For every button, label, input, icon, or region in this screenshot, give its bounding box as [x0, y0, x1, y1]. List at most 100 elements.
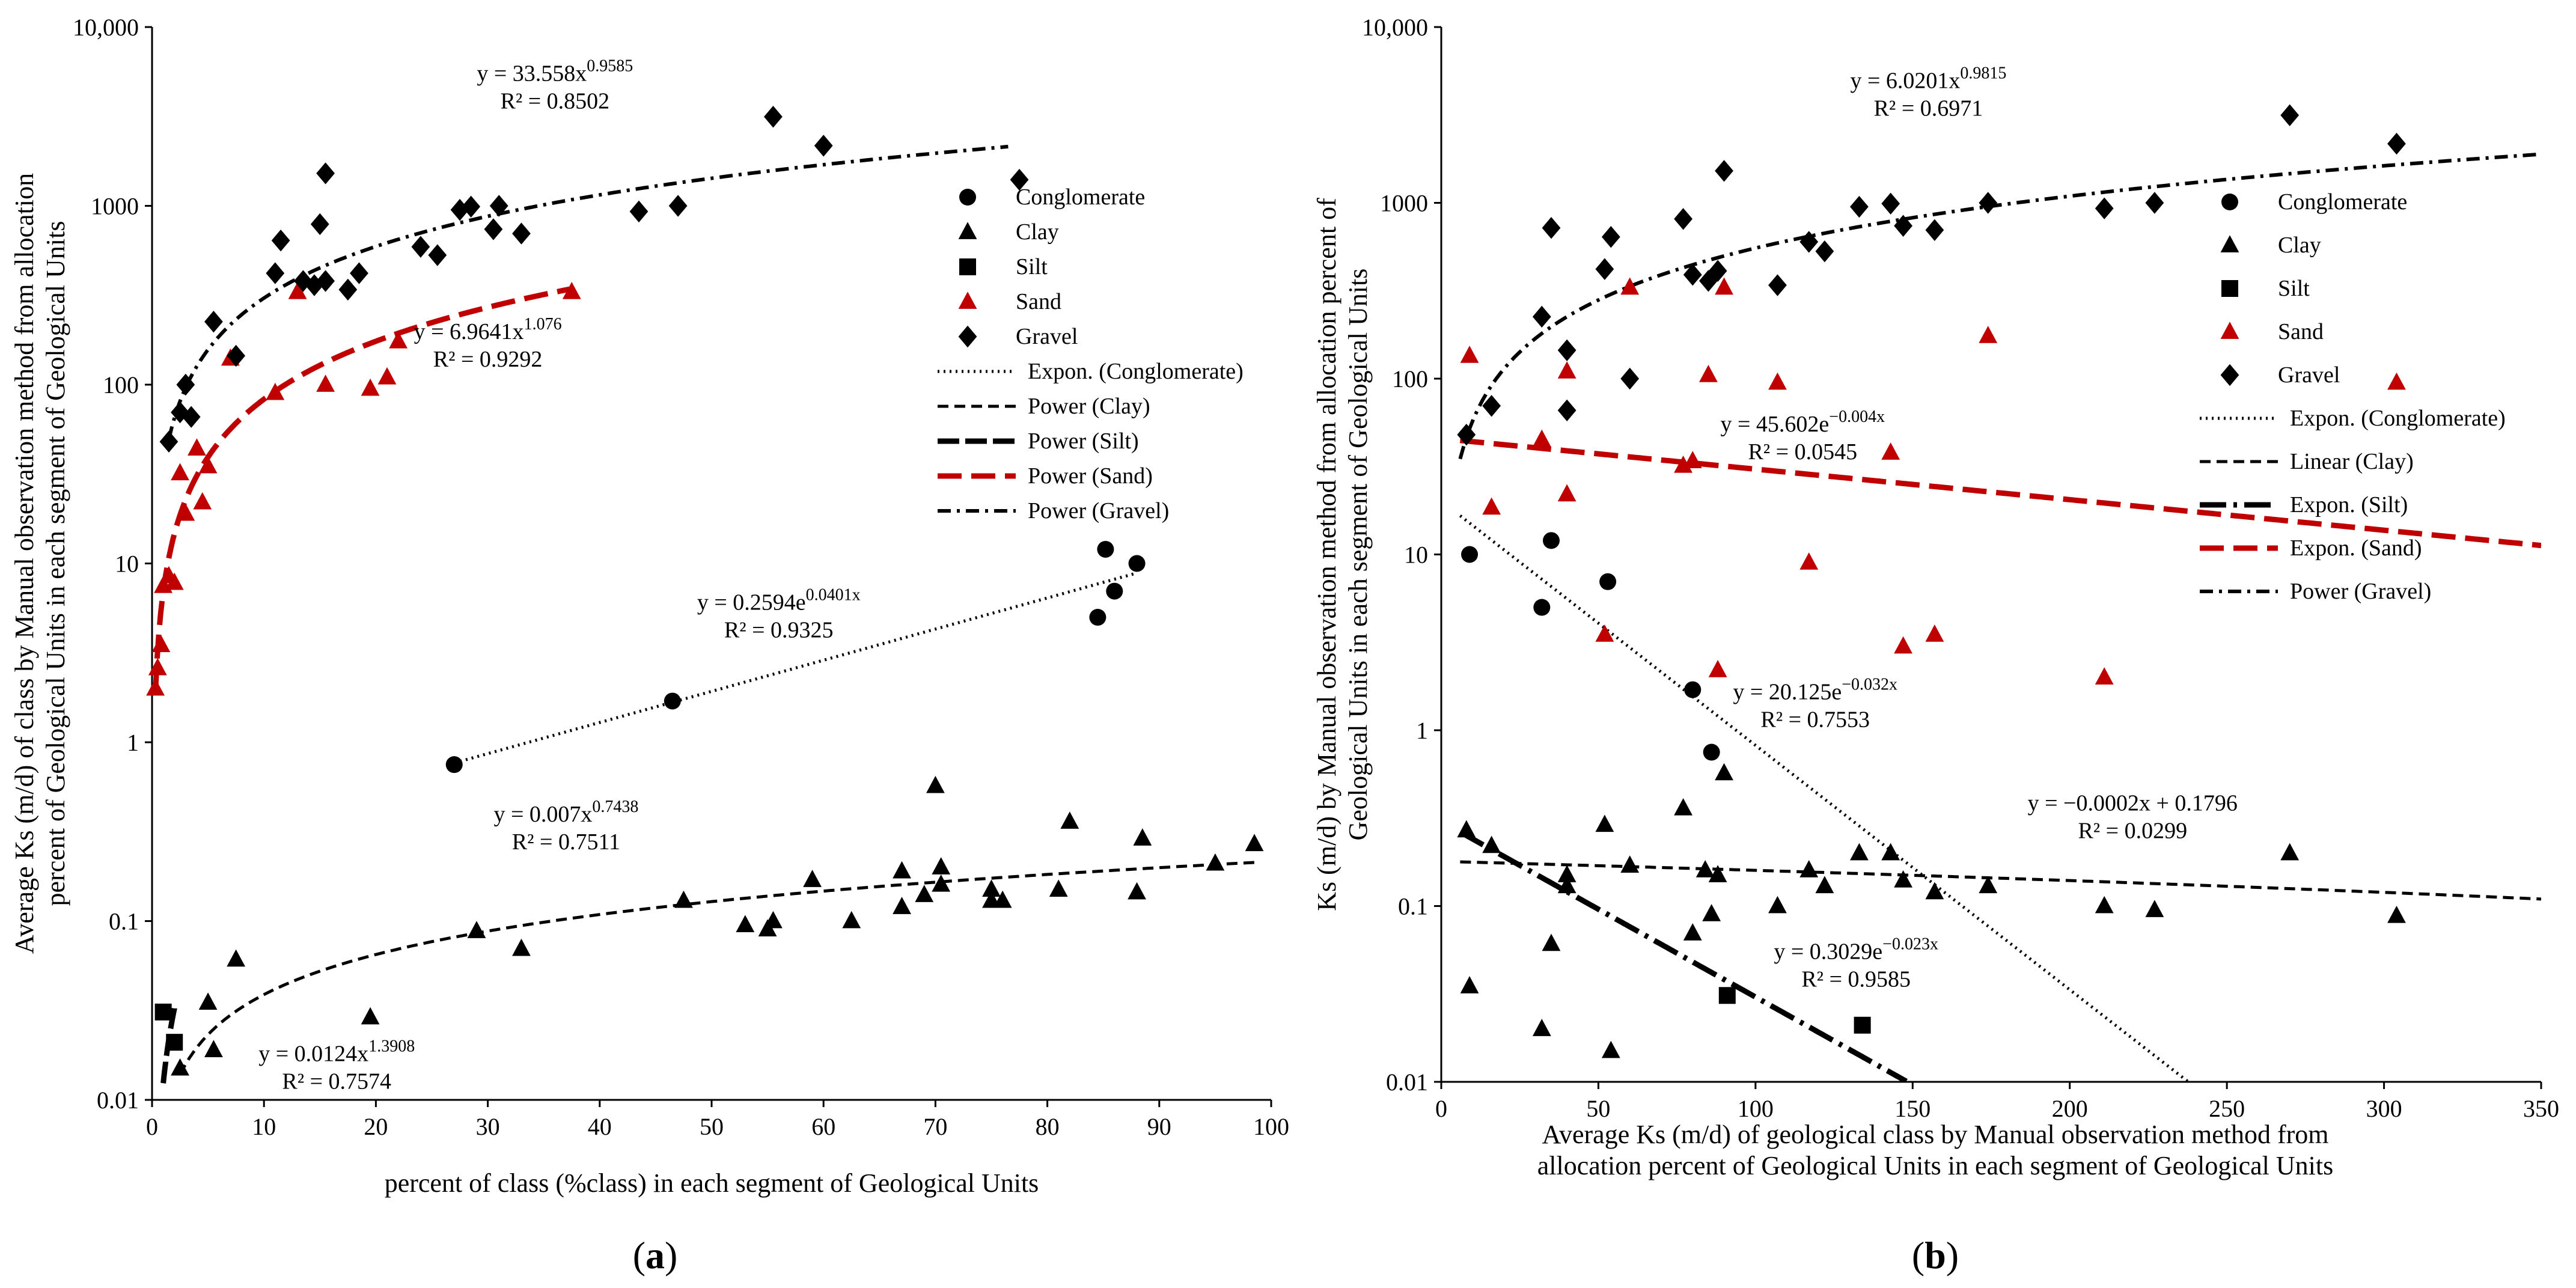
- legend-label: Expon. (Sand): [2290, 536, 2422, 561]
- equation-exponent: 0.0401x: [806, 586, 861, 605]
- r-squared: R² = 0.9585: [1801, 967, 1911, 992]
- point-gravel: [182, 406, 201, 428]
- point-clay: [198, 992, 218, 1010]
- x-axis-title: allocation percent of Geological Units i…: [1537, 1151, 2333, 1180]
- point-clay: [1708, 865, 1727, 882]
- trendline-expon-conglomerate: [1459, 514, 2191, 1082]
- x-axis-title: percent of class (%class) in each segmen…: [385, 1168, 1039, 1198]
- legend-label: Expon. (Silt): [2290, 492, 2408, 517]
- legend-marker: [2221, 280, 2238, 297]
- point-gravel: [1683, 263, 1702, 286]
- point-clay: [1695, 859, 1715, 877]
- trendline-power-gravel: [1458, 152, 2541, 460]
- legend-label: Clay: [2278, 233, 2321, 258]
- point-sand-red: [288, 281, 307, 299]
- point-sand-red: [2387, 372, 2406, 390]
- point-conglomerate: [1703, 743, 1720, 761]
- point-clay: [467, 921, 486, 938]
- point-clay: [2145, 900, 2164, 917]
- point-gravel: [668, 195, 688, 217]
- point-sand-red: [389, 331, 408, 349]
- point-conglomerate: [1089, 609, 1106, 626]
- r-squared: R² = 0.0299: [2078, 818, 2187, 843]
- point-gravel: [2280, 104, 2300, 126]
- point-gravel: [1601, 225, 1620, 248]
- point-gravel: [629, 200, 649, 223]
- equation-base: y = 6.9641x: [414, 319, 524, 344]
- point-clay: [1482, 835, 1501, 853]
- point-silt: [166, 1034, 183, 1051]
- trendline-expon-sand: [1459, 438, 2541, 549]
- point-clay: [1557, 876, 1576, 894]
- panel-label-paren: (: [1912, 1234, 1924, 1277]
- point-clay: [1128, 882, 1146, 900]
- y-tick-label: 10,000: [73, 14, 139, 41]
- y-axis-title: Geological Units in each segment of Geol…: [1343, 269, 1373, 841]
- point-gravel: [1881, 192, 1900, 215]
- point-conglomerate: [1106, 582, 1123, 600]
- legend-label: Gravel: [1016, 324, 1078, 349]
- point-clay: [764, 911, 783, 929]
- x-tick-label: 0: [1435, 1095, 1447, 1122]
- point-sand-red: [1768, 372, 1787, 390]
- point-sand-red: [146, 678, 165, 696]
- equation-exponent: −0.004x: [1829, 407, 1885, 426]
- point-sand-red: [2095, 667, 2114, 685]
- point-sand-red: [266, 382, 285, 400]
- point-sand-red: [1894, 636, 1912, 654]
- point-clay: [803, 870, 822, 887]
- point-clay: [1715, 763, 1733, 781]
- point-conglomerate: [1533, 599, 1551, 616]
- point-sand-red: [148, 658, 167, 676]
- equation-exponent: 1.076: [524, 315, 562, 334]
- point-sand-red: [1557, 361, 1576, 379]
- data-points: [146, 106, 1264, 1076]
- point-clay: [893, 861, 911, 879]
- legend-marker: [958, 325, 977, 348]
- legend-label: Power (Silt): [1028, 429, 1139, 454]
- legend-label: Conglomerate: [1016, 185, 1145, 210]
- point-gravel: [316, 162, 335, 185]
- x-tick-label: 50: [1586, 1095, 1610, 1122]
- legend-label: Silt: [1016, 254, 1048, 279]
- point-gravel: [176, 373, 195, 396]
- point-gravel: [1010, 168, 1029, 191]
- point-gravel: [1925, 219, 1944, 242]
- point-gravel: [1542, 217, 1561, 239]
- point-sand-red: [1460, 346, 1479, 363]
- point-conglomerate: [445, 756, 463, 774]
- legend-label: Power (Gravel): [2290, 579, 2431, 604]
- y-tick-label: 100: [1392, 365, 1428, 392]
- point-gravel: [1850, 195, 1869, 218]
- point-silt: [1854, 1016, 1871, 1034]
- point-clay: [1620, 855, 1640, 873]
- point-sand-red: [1532, 429, 1551, 447]
- legend-label: Power (Clay): [1028, 394, 1150, 419]
- point-clay: [1049, 879, 1068, 897]
- point-sand-red: [1881, 442, 1900, 460]
- point-sand-red: [151, 635, 171, 653]
- point-clay: [915, 885, 934, 902]
- point-clay: [1925, 882, 1944, 900]
- point-clay: [1815, 876, 1834, 894]
- point-gravel: [1557, 339, 1576, 361]
- point-gravel: [159, 430, 179, 453]
- point-clay: [736, 915, 755, 933]
- point-conglomerate: [1543, 532, 1560, 549]
- point-sand-red: [361, 378, 380, 396]
- r-squared: R² = 0.0545: [1748, 439, 1857, 465]
- legend-marker: [959, 189, 976, 206]
- point-clay: [1702, 904, 1721, 921]
- point-conglomerate: [1461, 546, 1479, 563]
- legend-label: Power (Gravel): [1028, 498, 1169, 523]
- point-gravel: [428, 244, 447, 266]
- equation-base: y = 0.007x: [493, 802, 592, 827]
- point-sand-red: [1683, 451, 1702, 468]
- point-gravel: [227, 344, 246, 367]
- legend-label: Clay: [1016, 219, 1059, 245]
- point-clay: [1542, 933, 1561, 951]
- equation-exponent: 0.7438: [592, 798, 638, 816]
- r-squared: R² = 0.7511: [512, 829, 620, 855]
- x-tick-label: 60: [811, 1113, 835, 1140]
- r-squared: R² = 0.7574: [282, 1069, 391, 1094]
